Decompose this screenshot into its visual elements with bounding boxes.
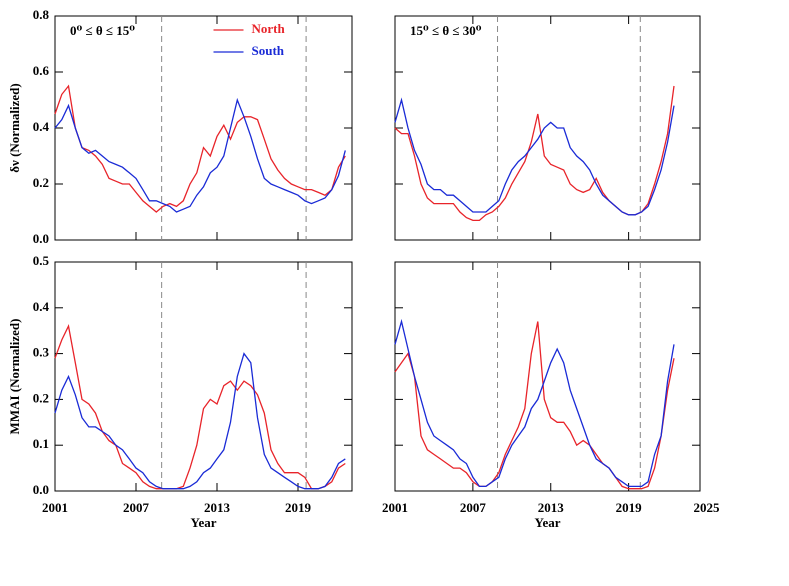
plot-frame [394,261,701,492]
legend-label: North [252,21,286,36]
series-line [54,84,346,213]
plot-frame [394,15,701,241]
x-tick-label: 2001 [382,500,408,515]
y-axis-label: MMAI (Normalized) [7,319,22,435]
series-line [394,318,675,488]
x-tick-label: 2025 [693,500,720,515]
panel-annotation: 15⁰ ≤ θ ≤ 30⁰ [410,23,482,38]
series-line [394,85,675,222]
y-tick-label: 0.4 [33,299,50,314]
y-tick-label: 0.2 [33,175,49,190]
x-tick-label: 2013 [538,500,565,515]
y-tick-label: 0.0 [33,482,49,497]
x-tick-label: 2001 [42,500,68,515]
plot-frame [54,261,353,492]
x-tick-label: 2007 [460,500,487,515]
x-axis-label: Year [191,515,217,530]
panel-annotation: 0⁰ ≤ θ ≤ 15⁰ [70,23,135,38]
y-tick-label: 0.5 [33,253,50,268]
series-line [54,324,346,490]
plot-frame [54,15,353,241]
x-tick-label: 2007 [123,500,150,515]
y-axis-label: δν (Normalized) [7,83,22,172]
series-line [394,97,675,216]
y-tick-label: 0.1 [33,436,49,451]
y-tick-label: 0.2 [33,390,49,405]
x-tick-label: 2019 [285,500,312,515]
series-line [54,97,346,213]
x-axis-label: Year [535,515,561,530]
y-tick-label: 0.0 [33,231,49,246]
series-line [394,321,675,490]
x-tick-label: 2019 [616,500,643,515]
legend-label: South [252,43,285,58]
y-tick-label: 0.6 [33,63,50,78]
y-tick-label: 0.3 [33,345,50,360]
y-tick-label: 0.8 [33,7,50,22]
y-tick-label: 0.4 [33,119,50,134]
series-line [54,352,346,490]
x-tick-label: 2013 [204,500,231,515]
